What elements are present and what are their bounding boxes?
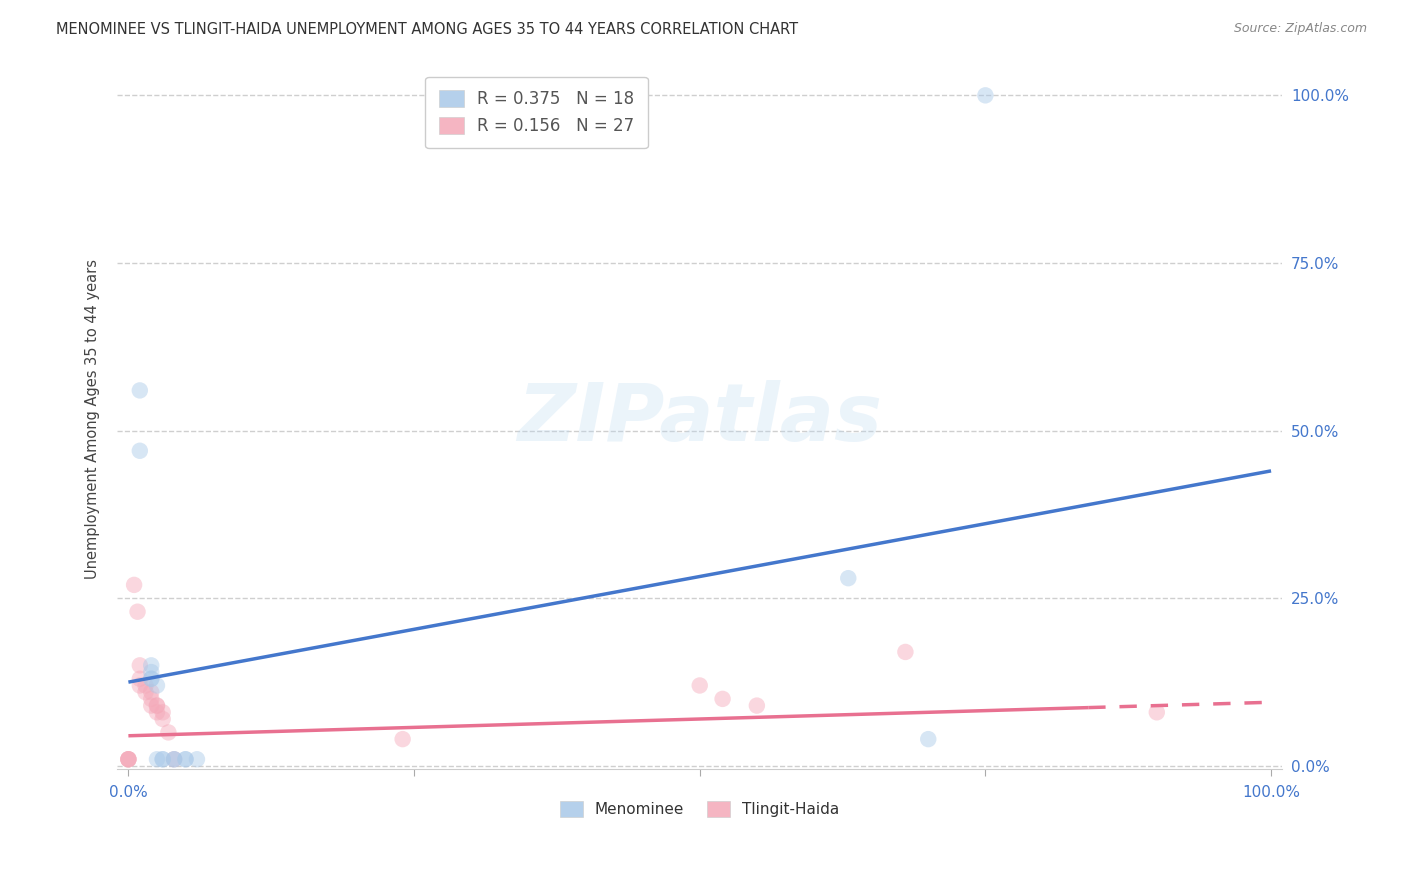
Point [146,698,169,713]
Point [141,658,163,673]
Point [174,752,197,766]
Point [1146,706,1168,720]
Point [163,752,186,766]
Point [146,678,169,692]
Text: Source: ZipAtlas.com: Source: ZipAtlas.com [1233,22,1367,36]
Point [146,698,169,713]
Point [917,732,939,747]
Point [745,698,768,713]
Point [152,752,174,766]
Point [894,645,917,659]
Point [117,752,139,766]
Point [122,578,145,592]
Point [128,672,150,686]
Point [141,692,163,706]
Point [391,732,413,747]
Point [152,712,174,726]
Point [141,672,163,686]
Point [146,706,169,720]
Point [146,752,169,766]
Point [135,685,157,699]
Point [128,443,150,458]
Legend: Menominee, Tlingit-Haida: Menominee, Tlingit-Haida [553,794,848,825]
Point [141,698,163,713]
Point [141,665,163,679]
Point [135,678,157,692]
Point [128,384,150,398]
Point [157,725,180,739]
Text: ZIPatlas: ZIPatlas [517,380,882,458]
Point [837,571,859,585]
Point [163,752,186,766]
Point [974,88,997,103]
Point [117,752,139,766]
Point [141,672,163,686]
Point [152,752,174,766]
Point [163,752,186,766]
Point [128,658,150,673]
Point [128,678,150,692]
Point [152,706,174,720]
Point [117,752,139,766]
Point [689,678,711,692]
Point [141,685,163,699]
Point [186,752,208,766]
Point [117,752,139,766]
Y-axis label: Unemployment Among Ages 35 to 44 years: Unemployment Among Ages 35 to 44 years [86,259,100,579]
Point [174,752,197,766]
Point [711,692,734,706]
Point [127,605,149,619]
Text: MENOMINEE VS TLINGIT-HAIDA UNEMPLOYMENT AMONG AGES 35 TO 44 YEARS CORRELATION CH: MENOMINEE VS TLINGIT-HAIDA UNEMPLOYMENT … [56,22,799,37]
